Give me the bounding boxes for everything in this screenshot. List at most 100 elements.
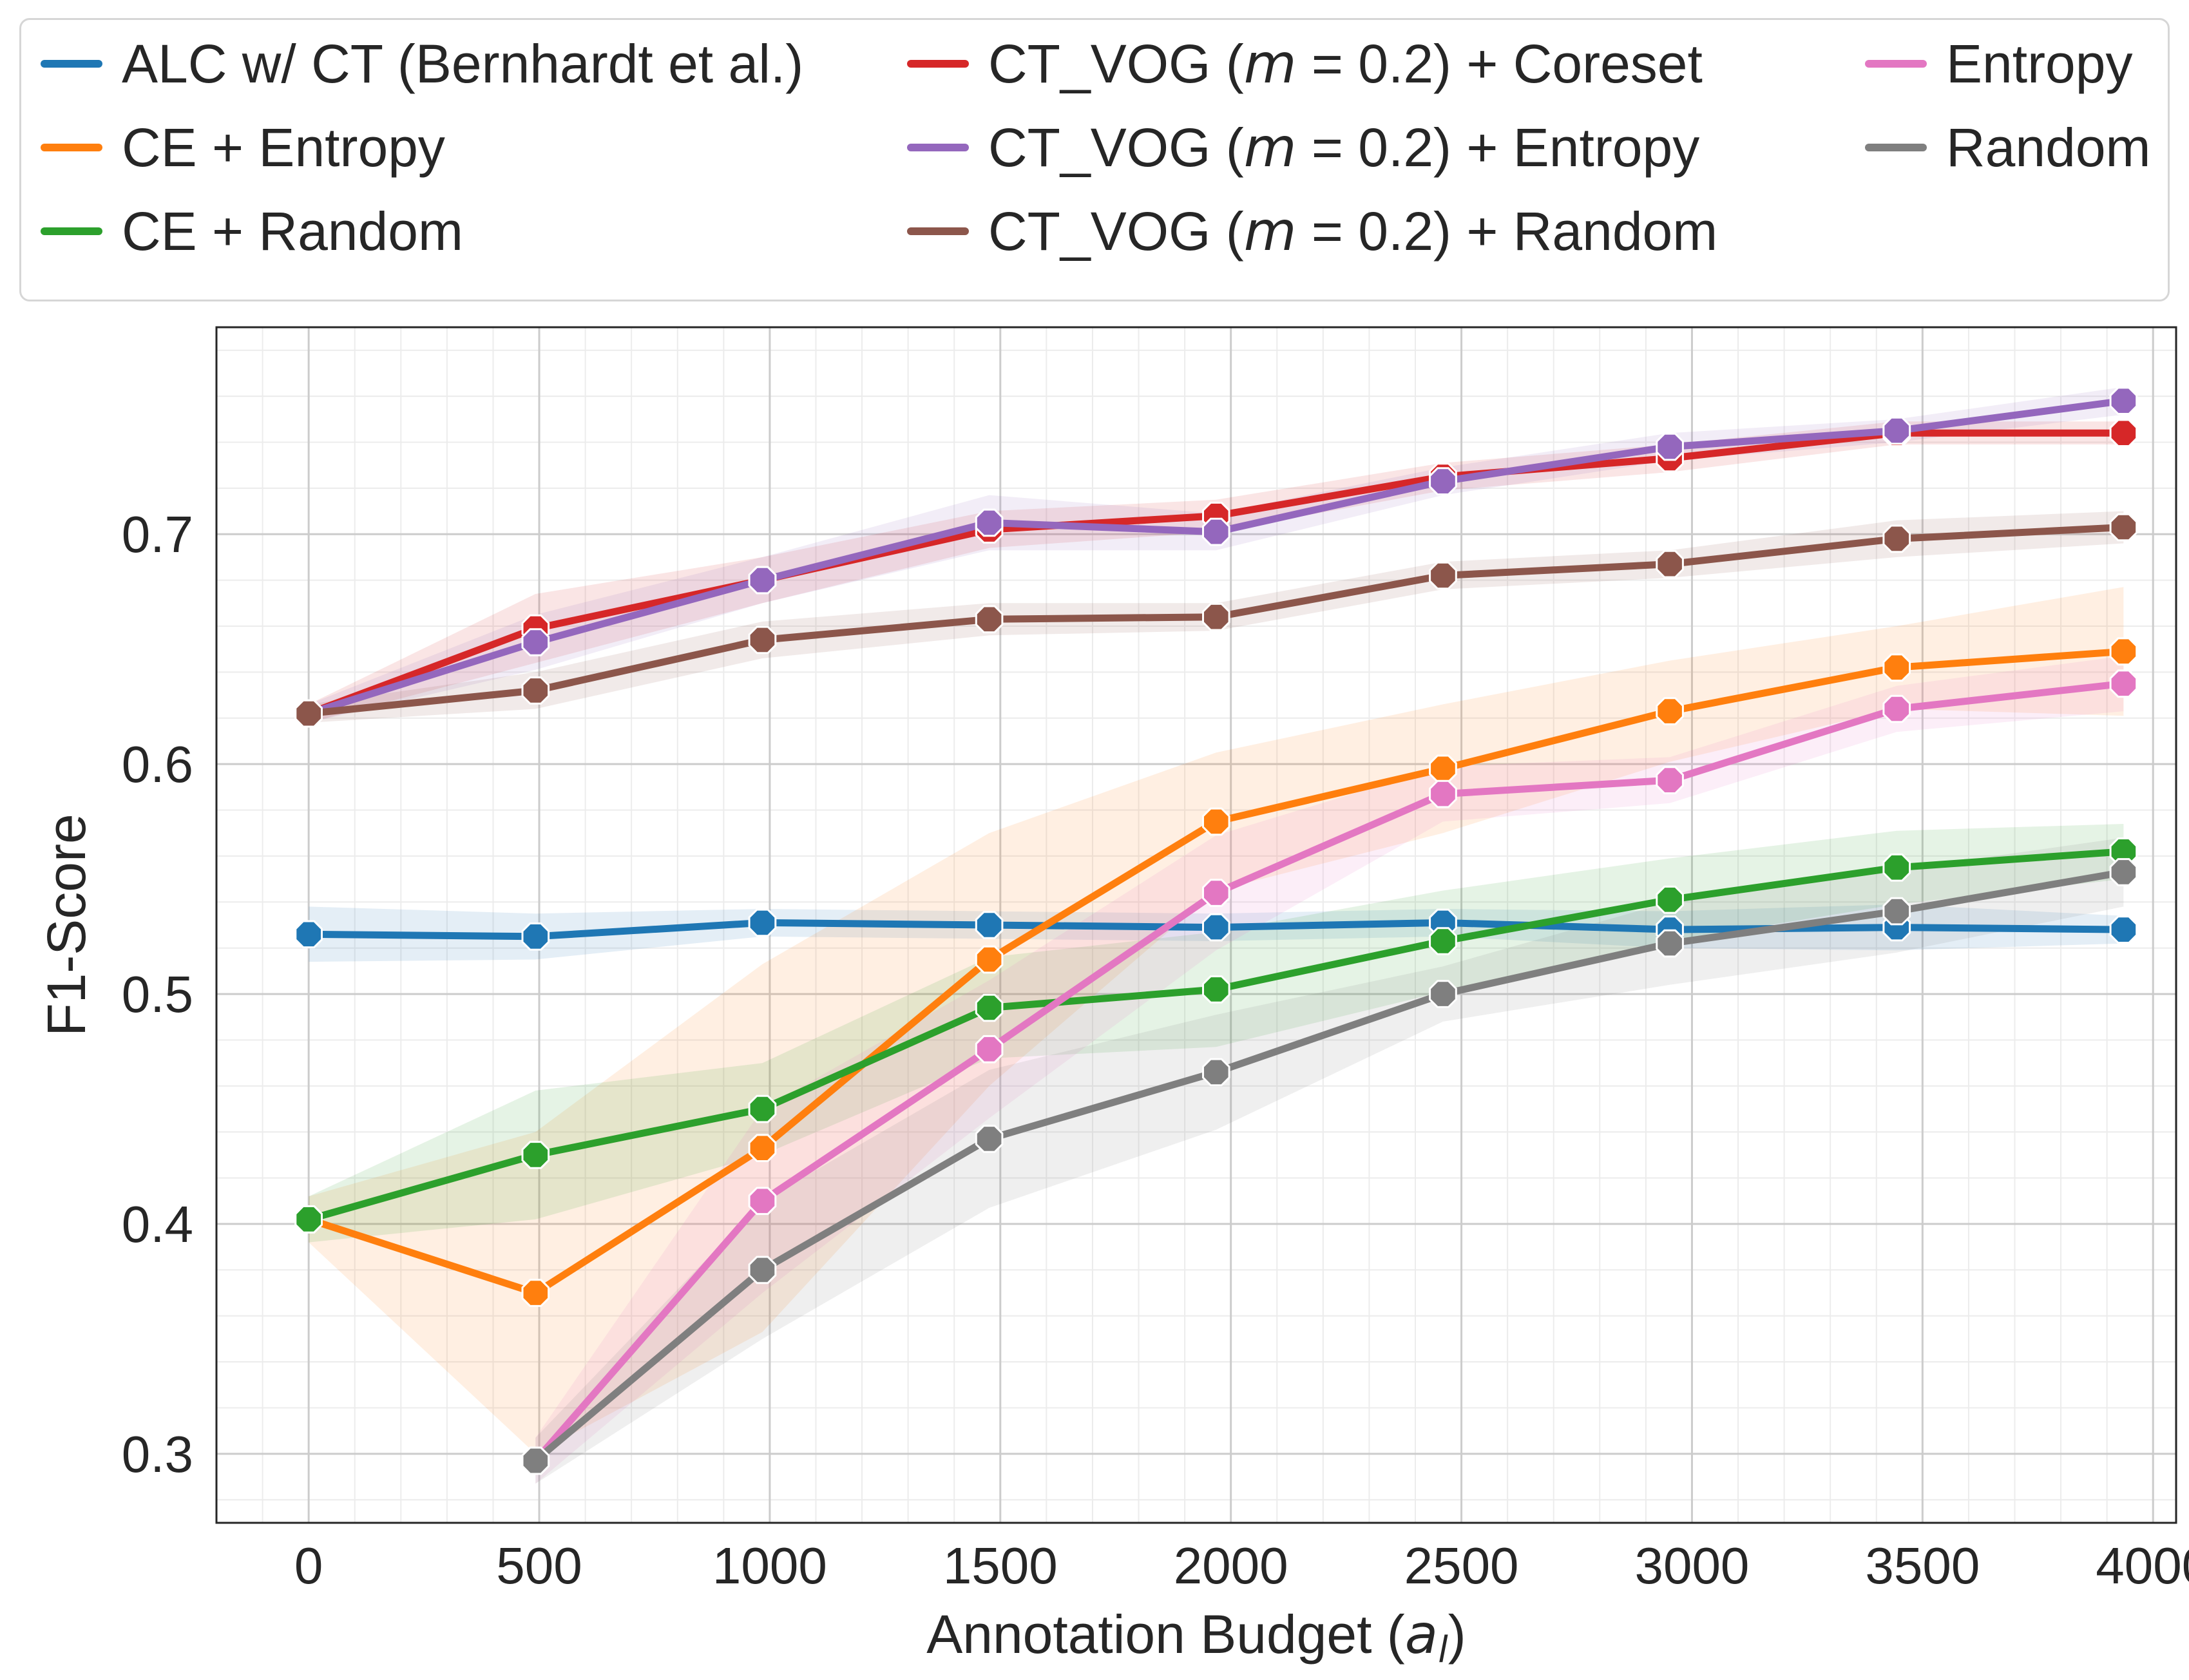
point-random [1882,897,1911,926]
point-ce-random [1882,853,1911,882]
point-ct-vog-m-0-2-entropy [1882,416,1911,445]
point-ct-vog-m-0-2-entropy [1429,467,1457,495]
band-ct-vog-m-0-2-entropy [309,387,2124,723]
point-ce-entropy [1429,754,1457,783]
legend-label-ce-random: CE + Random [122,201,463,262]
point-random [1656,929,1684,958]
y-axis-ticks: 0.3 0.4 0.5 0.6 0.7 [122,506,193,1483]
point-alc-w-ct-bernhardt-et-al [294,920,323,949]
legend-swatch-ctvog-entropy [907,144,969,151]
legend-swatch-ce-entropy [41,144,102,151]
x-tick-label: 1000 [712,1537,827,1594]
point-ce-random [294,1205,323,1234]
legend-label-ctvog-entropy: CT_VOG (m = 0.2) + Entropy [988,116,1700,179]
point-ce-entropy [1882,653,1911,682]
point-ct-vog-m-0-2-random [1882,524,1911,553]
x-tick-label: 3000 [1634,1537,1749,1594]
point-ce-random [975,993,1004,1022]
point-ct-vog-m-0-2-random [1429,561,1457,590]
point-ct-vog-m-0-2-entropy [521,628,550,656]
point-alc-w-ct-bernhardt-et-al [975,911,1004,939]
legend-item-ctvog-entropy: CT_VOG (m = 0.2) + Entropy [907,109,1699,186]
point-random [521,1446,550,1475]
y-axis-label: F1-Score [36,814,97,1036]
x-tick-label: 500 [496,1537,582,1594]
legend-label-entropy: Entropy [1946,33,2133,94]
point-entropy [1202,879,1230,907]
point-ce-entropy [1202,807,1230,836]
y-tick-label: 0.7 [122,506,193,563]
point-entropy [748,1187,777,1216]
point-ct-vog-m-0-2-entropy [2109,387,2138,415]
point-ct-vog-m-0-2-entropy [975,508,1004,537]
y-tick-label: 0.5 [122,966,193,1023]
x-tick-label: 2500 [1404,1537,1519,1594]
point-ce-random [1656,885,1684,914]
legend-item-ce-entropy: CE + Entropy [41,109,445,186]
point-ct-vog-m-0-2-random [1202,602,1230,631]
legend-label-ctvog-coreset: CT_VOG (m = 0.2) + Coreset [988,32,1703,95]
point-ce-random [521,1141,550,1169]
chart-legend: ALC w/ CT (Bernhardt et al.) CE + Entrop… [19,18,2170,301]
legend-item-alc-ct: ALC w/ CT (Bernhardt et al.) [41,25,803,102]
point-ce-random [1429,927,1457,955]
point-random [975,1125,1004,1153]
x-axis-label: Annotation Budget (al) [926,1603,1466,1671]
legend-label-ctvog-random: CT_VOG (m = 0.2) + Random [988,200,1718,263]
plot-frame [215,326,2177,1524]
y-tick-label: 0.6 [122,736,193,793]
point-ct-vog-m-0-2-coreset [2109,419,2138,447]
legend-label-alc-ct: ALC w/ CT (Bernhardt et al.) [122,33,804,94]
y-tick-label: 0.4 [122,1196,193,1253]
point-ct-vog-m-0-2-random [748,625,777,654]
point-random [2109,858,2138,886]
legend-label-ce-entropy: CE + Entropy [122,117,445,178]
point-ce-entropy [521,1279,550,1307]
legend-swatch-ce-random [41,227,102,235]
point-ct-vog-m-0-2-entropy [1656,432,1684,461]
y-tick-label: 0.3 [122,1426,193,1483]
band-ct-vog-m-0-2-coreset [309,421,2124,723]
point-ce-entropy [975,945,1004,974]
point-ce-entropy [1656,697,1684,725]
legend-item-ce-random: CE + Random [41,193,463,270]
legend-swatch-entropy [1865,60,1927,68]
point-ce-entropy [748,1134,777,1162]
point-entropy [1429,779,1457,808]
legend-swatch-random [1865,144,1927,151]
legend-item-ctvog-coreset: CT_VOG (m = 0.2) + Coreset [907,25,1703,102]
x-tick-label: 3500 [1865,1537,1980,1594]
point-entropy [1656,766,1684,794]
point-ct-vog-m-0-2-entropy [748,566,777,595]
series-markers [294,387,2138,1475]
point-entropy [1882,694,1911,723]
legend-swatch-ctvog-random [907,227,969,235]
legend-swatch-alc-ct [41,60,102,68]
point-ct-vog-m-0-2-random [294,699,323,728]
point-ce-entropy [2109,637,2138,666]
legend-swatch-ctvog-coreset [907,60,969,68]
point-alc-w-ct-bernhardt-et-al [1202,913,1230,942]
legend-item-entropy: Entropy [1865,25,2133,102]
point-entropy [975,1035,1004,1064]
point-alc-w-ct-bernhardt-et-al [2109,915,2138,944]
band-ce-entropy [309,587,2124,1454]
point-entropy [2109,669,2138,698]
point-ct-vog-m-0-2-entropy [1202,517,1230,546]
legend-item-random: Random [1865,109,2151,186]
point-ct-vog-m-0-2-random [2109,513,2138,542]
point-ct-vog-m-0-2-random [975,605,1004,634]
point-ct-vog-m-0-2-random [1656,549,1684,578]
point-ce-random [1202,975,1230,1004]
x-tick-label: 2000 [1174,1537,1288,1594]
point-alc-w-ct-bernhardt-et-al [748,908,777,937]
point-random [1202,1058,1230,1087]
x-tick-label: 0 [294,1537,323,1594]
legend-label-random: Random [1946,117,2151,178]
point-random [748,1255,777,1284]
line-entropy [531,680,2127,1465]
legend-item-ctvog-random: CT_VOG (m = 0.2) + Random [907,193,1717,270]
